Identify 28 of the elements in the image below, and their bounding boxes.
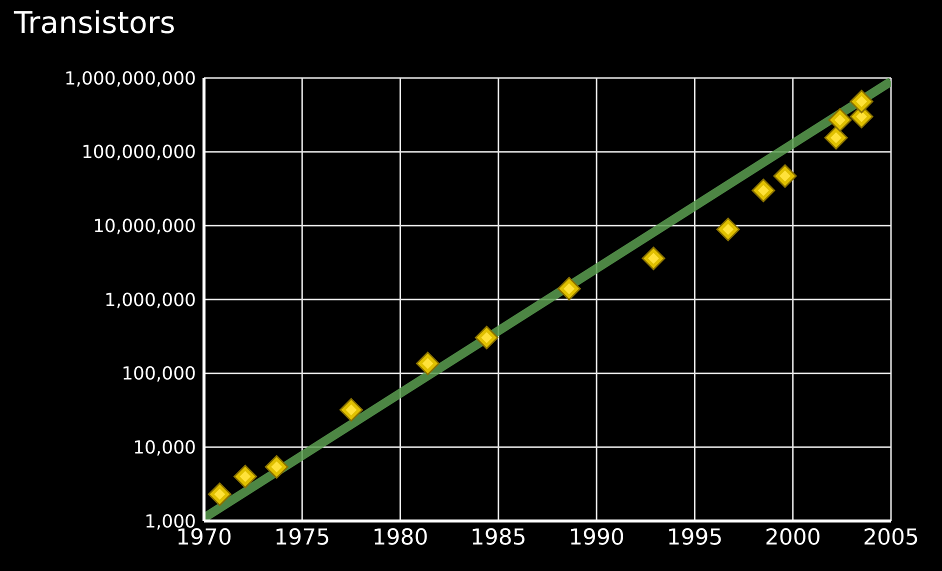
x-tick-label: 1975: [274, 526, 330, 551]
point: [416, 352, 440, 376]
y-tick-label: 1,000,000: [104, 290, 196, 311]
point: [264, 455, 288, 479]
x-tick-label: 1985: [470, 526, 526, 551]
point: [208, 482, 232, 506]
y-tick-label: 10,000: [133, 438, 196, 459]
point: [752, 178, 776, 202]
y-tick-label: 10,000,000: [92, 216, 196, 238]
y-tick-label: 1,000,000,000: [64, 68, 196, 90]
x-tick-label: 2000: [764, 526, 821, 551]
point: [642, 246, 666, 270]
point: [850, 90, 874, 114]
x-tick-label: 2005: [863, 526, 919, 551]
x-tick-label: 1990: [568, 526, 625, 551]
x-tick-label: 1980: [372, 526, 428, 551]
point: [824, 126, 848, 150]
y-tick-label: 100,000,000: [81, 142, 196, 164]
x-tick-label: 1995: [666, 526, 723, 551]
point: [233, 464, 257, 488]
point: [828, 108, 852, 132]
point: [474, 326, 498, 350]
point: [773, 164, 797, 188]
point: [339, 398, 363, 422]
chart-title: Transistors: [14, 6, 176, 41]
point: [557, 276, 581, 300]
y-tick-label: 100,000: [122, 364, 196, 385]
point: [716, 218, 740, 242]
